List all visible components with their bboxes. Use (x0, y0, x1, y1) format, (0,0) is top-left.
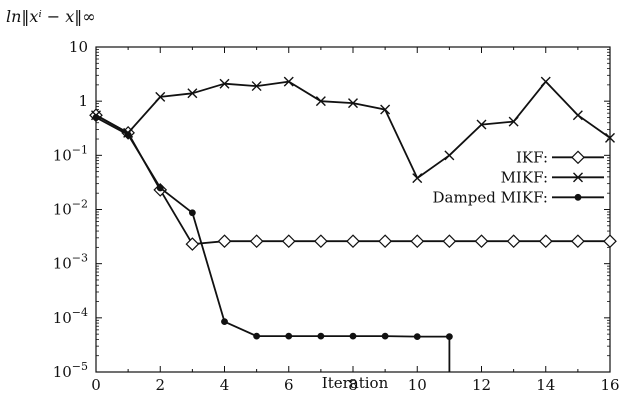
x-tick-label: 6 (284, 376, 294, 394)
series-group (92, 114, 453, 372)
dot-marker (445, 333, 453, 341)
x-tick-label: 14 (536, 376, 555, 394)
dot-marker (317, 332, 325, 340)
x-tick-label: 16 (600, 376, 619, 394)
x-marker (187, 88, 198, 99)
diamond-marker (185, 237, 200, 251)
diamond-marker (378, 234, 392, 249)
dot-marker (221, 318, 228, 326)
dot-marker (124, 131, 132, 139)
legend-label: MIKF: (501, 168, 548, 186)
x-tick-label: 2 (155, 376, 165, 394)
x-marker (508, 116, 519, 127)
x-tick-label: 4 (220, 376, 230, 394)
dot-marker (188, 209, 196, 217)
y-axis-title: ln‖xⁱ − x‖∞ (6, 7, 96, 26)
dot-marker (349, 332, 357, 340)
x-marker (219, 78, 230, 89)
dot-marker (381, 332, 389, 340)
x-axis-title: Iteration (322, 374, 389, 392)
dot-marker (413, 333, 421, 341)
diamond-marker (474, 234, 489, 249)
diamond-marker (314, 234, 328, 249)
legend-label: Damped MIKF: (433, 188, 548, 206)
dot-marker (92, 114, 100, 121)
x-marker (283, 76, 294, 87)
diamond-marker (217, 234, 232, 249)
x-marker (251, 81, 262, 92)
dot-marker (253, 332, 261, 340)
y-tick-label: 10−1 (53, 143, 88, 164)
x-marker (572, 110, 583, 121)
y-tick-label: 10−3 (53, 252, 88, 273)
dot-marker (285, 332, 293, 340)
y-tick-label: 1 (78, 92, 88, 110)
x-tick-label: 0 (91, 376, 101, 394)
x-marker (444, 150, 455, 161)
series-group (91, 76, 615, 184)
x-marker (605, 132, 615, 143)
y-tick-label: 10−5 (53, 360, 88, 381)
y-tick-label: 10−4 (53, 306, 88, 327)
x-marker (412, 173, 423, 184)
x-marker (476, 119, 487, 130)
diamond-marker (346, 234, 360, 249)
diamond-marker (410, 234, 425, 249)
diamond-marker (442, 234, 457, 249)
dot-marker (574, 193, 582, 201)
series-line (95, 116, 451, 372)
x-marker (315, 96, 326, 107)
diamond-marker (571, 234, 585, 249)
ticks-layer: 0 2 4 6 8 10 12 14 16 10 1 10−1 10−2 10−3 10−4 10−5 (53, 38, 619, 394)
diamond-marker (538, 234, 553, 249)
x-marker (573, 172, 583, 183)
diamond-marker (571, 150, 585, 165)
diamond-marker (603, 234, 617, 249)
x-tick-label: 10 (408, 376, 427, 394)
diamond-marker (281, 234, 296, 249)
dot-marker (156, 184, 164, 192)
x-marker (155, 91, 166, 102)
x-tick-label: 12 (472, 376, 491, 394)
x-marker (348, 98, 358, 109)
y-tick-label: 10 (69, 38, 88, 56)
x-marker (540, 76, 551, 87)
y-tick-label: 10−2 (53, 198, 88, 219)
x-tick-label: 8 (348, 376, 358, 394)
legend-label: IKF: (516, 148, 548, 166)
legend: IKF: MIKF: Damped MIKF: (433, 148, 604, 206)
diamond-marker (249, 234, 264, 249)
series-layer (89, 76, 617, 372)
diamond-marker (506, 234, 521, 249)
x-marker (380, 104, 391, 115)
